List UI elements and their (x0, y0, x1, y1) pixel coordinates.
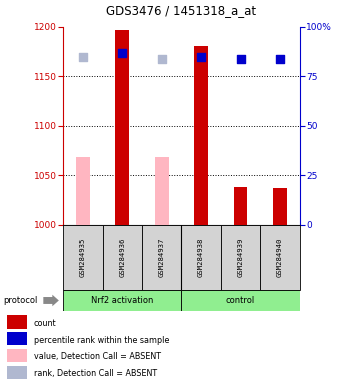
Bar (7, 366, 27, 379)
Text: Nrf2 activation: Nrf2 activation (91, 296, 153, 305)
Bar (182, 225, 221, 290)
Text: control: control (226, 296, 255, 305)
Bar (182, 290, 300, 311)
Text: GSM284938: GSM284938 (198, 238, 204, 277)
Text: protocol: protocol (4, 296, 38, 305)
Bar (7, 315, 27, 329)
Bar (221, 225, 260, 290)
Text: GDS3476 / 1451318_a_at: GDS3476 / 1451318_a_at (106, 4, 256, 17)
Bar (260, 225, 300, 290)
Bar (234, 187, 247, 225)
Bar (7, 332, 27, 346)
Bar (103, 225, 142, 290)
Point (238, 55, 243, 61)
Bar (63, 290, 182, 311)
Text: GSM284937: GSM284937 (159, 238, 165, 277)
Bar (63, 225, 103, 290)
Point (277, 55, 283, 61)
Text: GSM284935: GSM284935 (80, 238, 86, 277)
Bar (155, 157, 169, 225)
Text: GSM284936: GSM284936 (119, 238, 125, 277)
Text: count: count (34, 319, 56, 328)
Point (198, 53, 204, 60)
Bar (142, 225, 182, 290)
Text: percentile rank within the sample: percentile rank within the sample (34, 336, 169, 344)
Point (80, 53, 86, 60)
Text: value, Detection Call = ABSENT: value, Detection Call = ABSENT (34, 353, 161, 361)
Point (159, 55, 165, 61)
Bar (7, 349, 27, 362)
Point (119, 50, 125, 56)
Bar (273, 188, 287, 225)
Bar (116, 30, 129, 225)
Bar (76, 157, 90, 225)
Text: GSM284940: GSM284940 (277, 238, 283, 277)
Bar (194, 46, 208, 225)
Text: rank, Detection Call = ABSENT: rank, Detection Call = ABSENT (34, 369, 157, 378)
Text: GSM284939: GSM284939 (238, 238, 244, 277)
